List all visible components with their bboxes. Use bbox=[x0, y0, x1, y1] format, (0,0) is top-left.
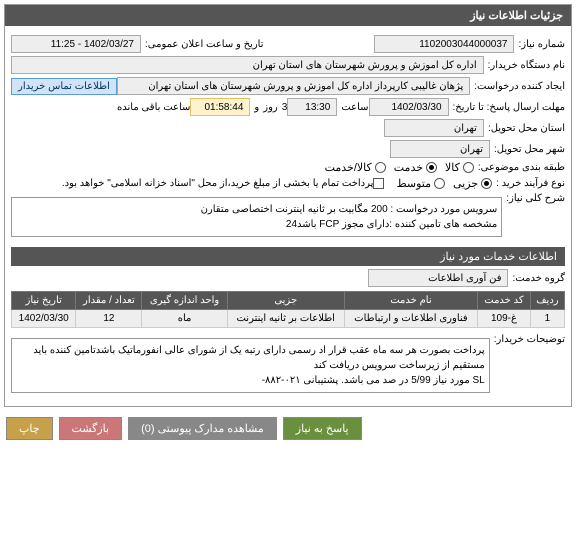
panel-body: شماره نیاز: 1102003044000037 تاریخ و ساع… bbox=[5, 26, 571, 406]
process-type-radios: جزیی متوسط bbox=[396, 177, 492, 190]
th-partial: جزیی bbox=[227, 292, 344, 310]
td-partial: اطلاعات بر ثانیه اینترنت bbox=[227, 310, 344, 328]
treasury-checkbox[interactable] bbox=[373, 178, 384, 189]
process-type-label: نوع فرآیند خرید : bbox=[496, 178, 565, 189]
creator-label: ایجاد کننده درخواست: bbox=[474, 81, 565, 92]
td-qty: 12 bbox=[76, 310, 142, 328]
td-date: 1402/03/30 bbox=[12, 310, 76, 328]
th-unit: واحد اندازه گیری bbox=[142, 292, 227, 310]
td-row: 1 bbox=[530, 310, 564, 328]
province-label: استان محل تحویل: bbox=[488, 123, 565, 134]
service-group-label: گروه خدمت: bbox=[512, 273, 565, 284]
radio-medium[interactable]: متوسط bbox=[396, 177, 445, 190]
radio-both[interactable]: کالا/خدمت bbox=[325, 161, 386, 174]
desc-line-2: مشخصه های تامین کننده :دارای مجوز FCP با… bbox=[16, 217, 497, 232]
city-value: تهران bbox=[390, 140, 490, 158]
table-row: 1 غ-109 فناوری اطلاعات و ارتباطات اطلاعا… bbox=[12, 310, 565, 328]
panel-title: جزئیات اطلاعات نیاز bbox=[5, 5, 571, 26]
th-qty: تعداد / مقدار bbox=[76, 292, 142, 310]
td-unit: ماه bbox=[142, 310, 227, 328]
need-no-value: 1102003044000037 bbox=[374, 35, 514, 53]
radio-minor[interactable]: جزیی bbox=[453, 177, 492, 190]
days-left: 3 bbox=[282, 102, 288, 113]
service-info-header: اطلاعات خدمات مورد نیاز bbox=[11, 247, 565, 266]
td-code: غ-109 bbox=[478, 310, 531, 328]
at-time-label: ساعت bbox=[341, 102, 368, 113]
general-desc-box: سرویس مورد درخواست : 200 مگابیت بر ثانیه… bbox=[11, 197, 502, 237]
remaining-label: ساعت باقی مانده bbox=[117, 102, 190, 113]
need-no-label: شماره نیاز: bbox=[518, 39, 565, 50]
td-name: فناوری اطلاعات و ارتباطات bbox=[344, 310, 477, 328]
print-button[interactable]: چاپ bbox=[6, 417, 53, 440]
respond-button[interactable]: پاسخ به نیاز bbox=[283, 417, 362, 440]
buyer-value: اداره کل اموزش و پرورش شهرستان های استان… bbox=[11, 56, 484, 74]
th-name: نام خدمت bbox=[344, 292, 477, 310]
day-label: روز bbox=[263, 102, 278, 113]
services-table: ردیف کد خدمت نام خدمت جزیی واحد اندازه گ… bbox=[11, 291, 565, 328]
radio-goods[interactable]: کالا bbox=[445, 161, 474, 174]
buyer-notes-box: پرداخت بصورت هر سه ماه عقب قرار اد رسمی … bbox=[11, 338, 490, 393]
buyer-label: نام دستگاه خریدار: bbox=[488, 60, 565, 71]
attachments-button[interactable]: مشاهده مدارک پیوستی (0) bbox=[128, 417, 277, 440]
public-date-value: 1402/03/27 - 11:25 bbox=[11, 35, 141, 53]
buyer-notes-label: توضیحات خریدار: bbox=[494, 334, 565, 345]
deadline-label: مهلت ارسال پاسخ: تا تاریخ: bbox=[453, 102, 565, 113]
radio-service[interactable]: خدمت bbox=[394, 161, 437, 174]
general-desc-label: شرح کلی نیاز: bbox=[506, 193, 565, 204]
need-details-panel: جزئیات اطلاعات نیاز شماره نیاز: 11020030… bbox=[4, 4, 572, 407]
city-label: شهر محل تحویل: bbox=[494, 144, 565, 155]
province-value: تهران bbox=[384, 119, 484, 137]
th-code: کد خدمت bbox=[478, 292, 531, 310]
and-label: و bbox=[254, 102, 259, 113]
group-type-label: طبقه بندی موضوعی: bbox=[478, 162, 565, 173]
desc-line-1: سرویس مورد درخواست : 200 مگابیت بر ثانیه… bbox=[16, 202, 497, 217]
th-row: ردیف bbox=[530, 292, 564, 310]
contact-info-button[interactable]: اطلاعات تماس خریدار bbox=[11, 78, 117, 95]
countdown: 01:58:44 bbox=[190, 98, 250, 116]
button-bar: پاسخ به نیاز مشاهده مدارک پیوستی (0) باز… bbox=[0, 411, 576, 446]
deadline-time: 13:30 bbox=[287, 98, 337, 116]
group-type-radios: کالا خدمت کالا/خدمت bbox=[325, 161, 474, 174]
deadline-date: 1402/03/30 bbox=[369, 98, 449, 116]
creator-value: پژهان غالیبی کارپرداز اداره کل اموزش و پ… bbox=[117, 77, 470, 95]
th-date: تاریخ نیاز bbox=[12, 292, 76, 310]
process-note: پرداخت تمام یا بخشی از مبلغ خرید،از محل … bbox=[62, 178, 374, 189]
back-button[interactable]: بازگشت bbox=[59, 417, 123, 440]
public-date-label: تاریخ و ساعت اعلان عمومی: bbox=[145, 39, 264, 50]
service-group-value: فن آوری اطلاعات bbox=[368, 269, 508, 287]
